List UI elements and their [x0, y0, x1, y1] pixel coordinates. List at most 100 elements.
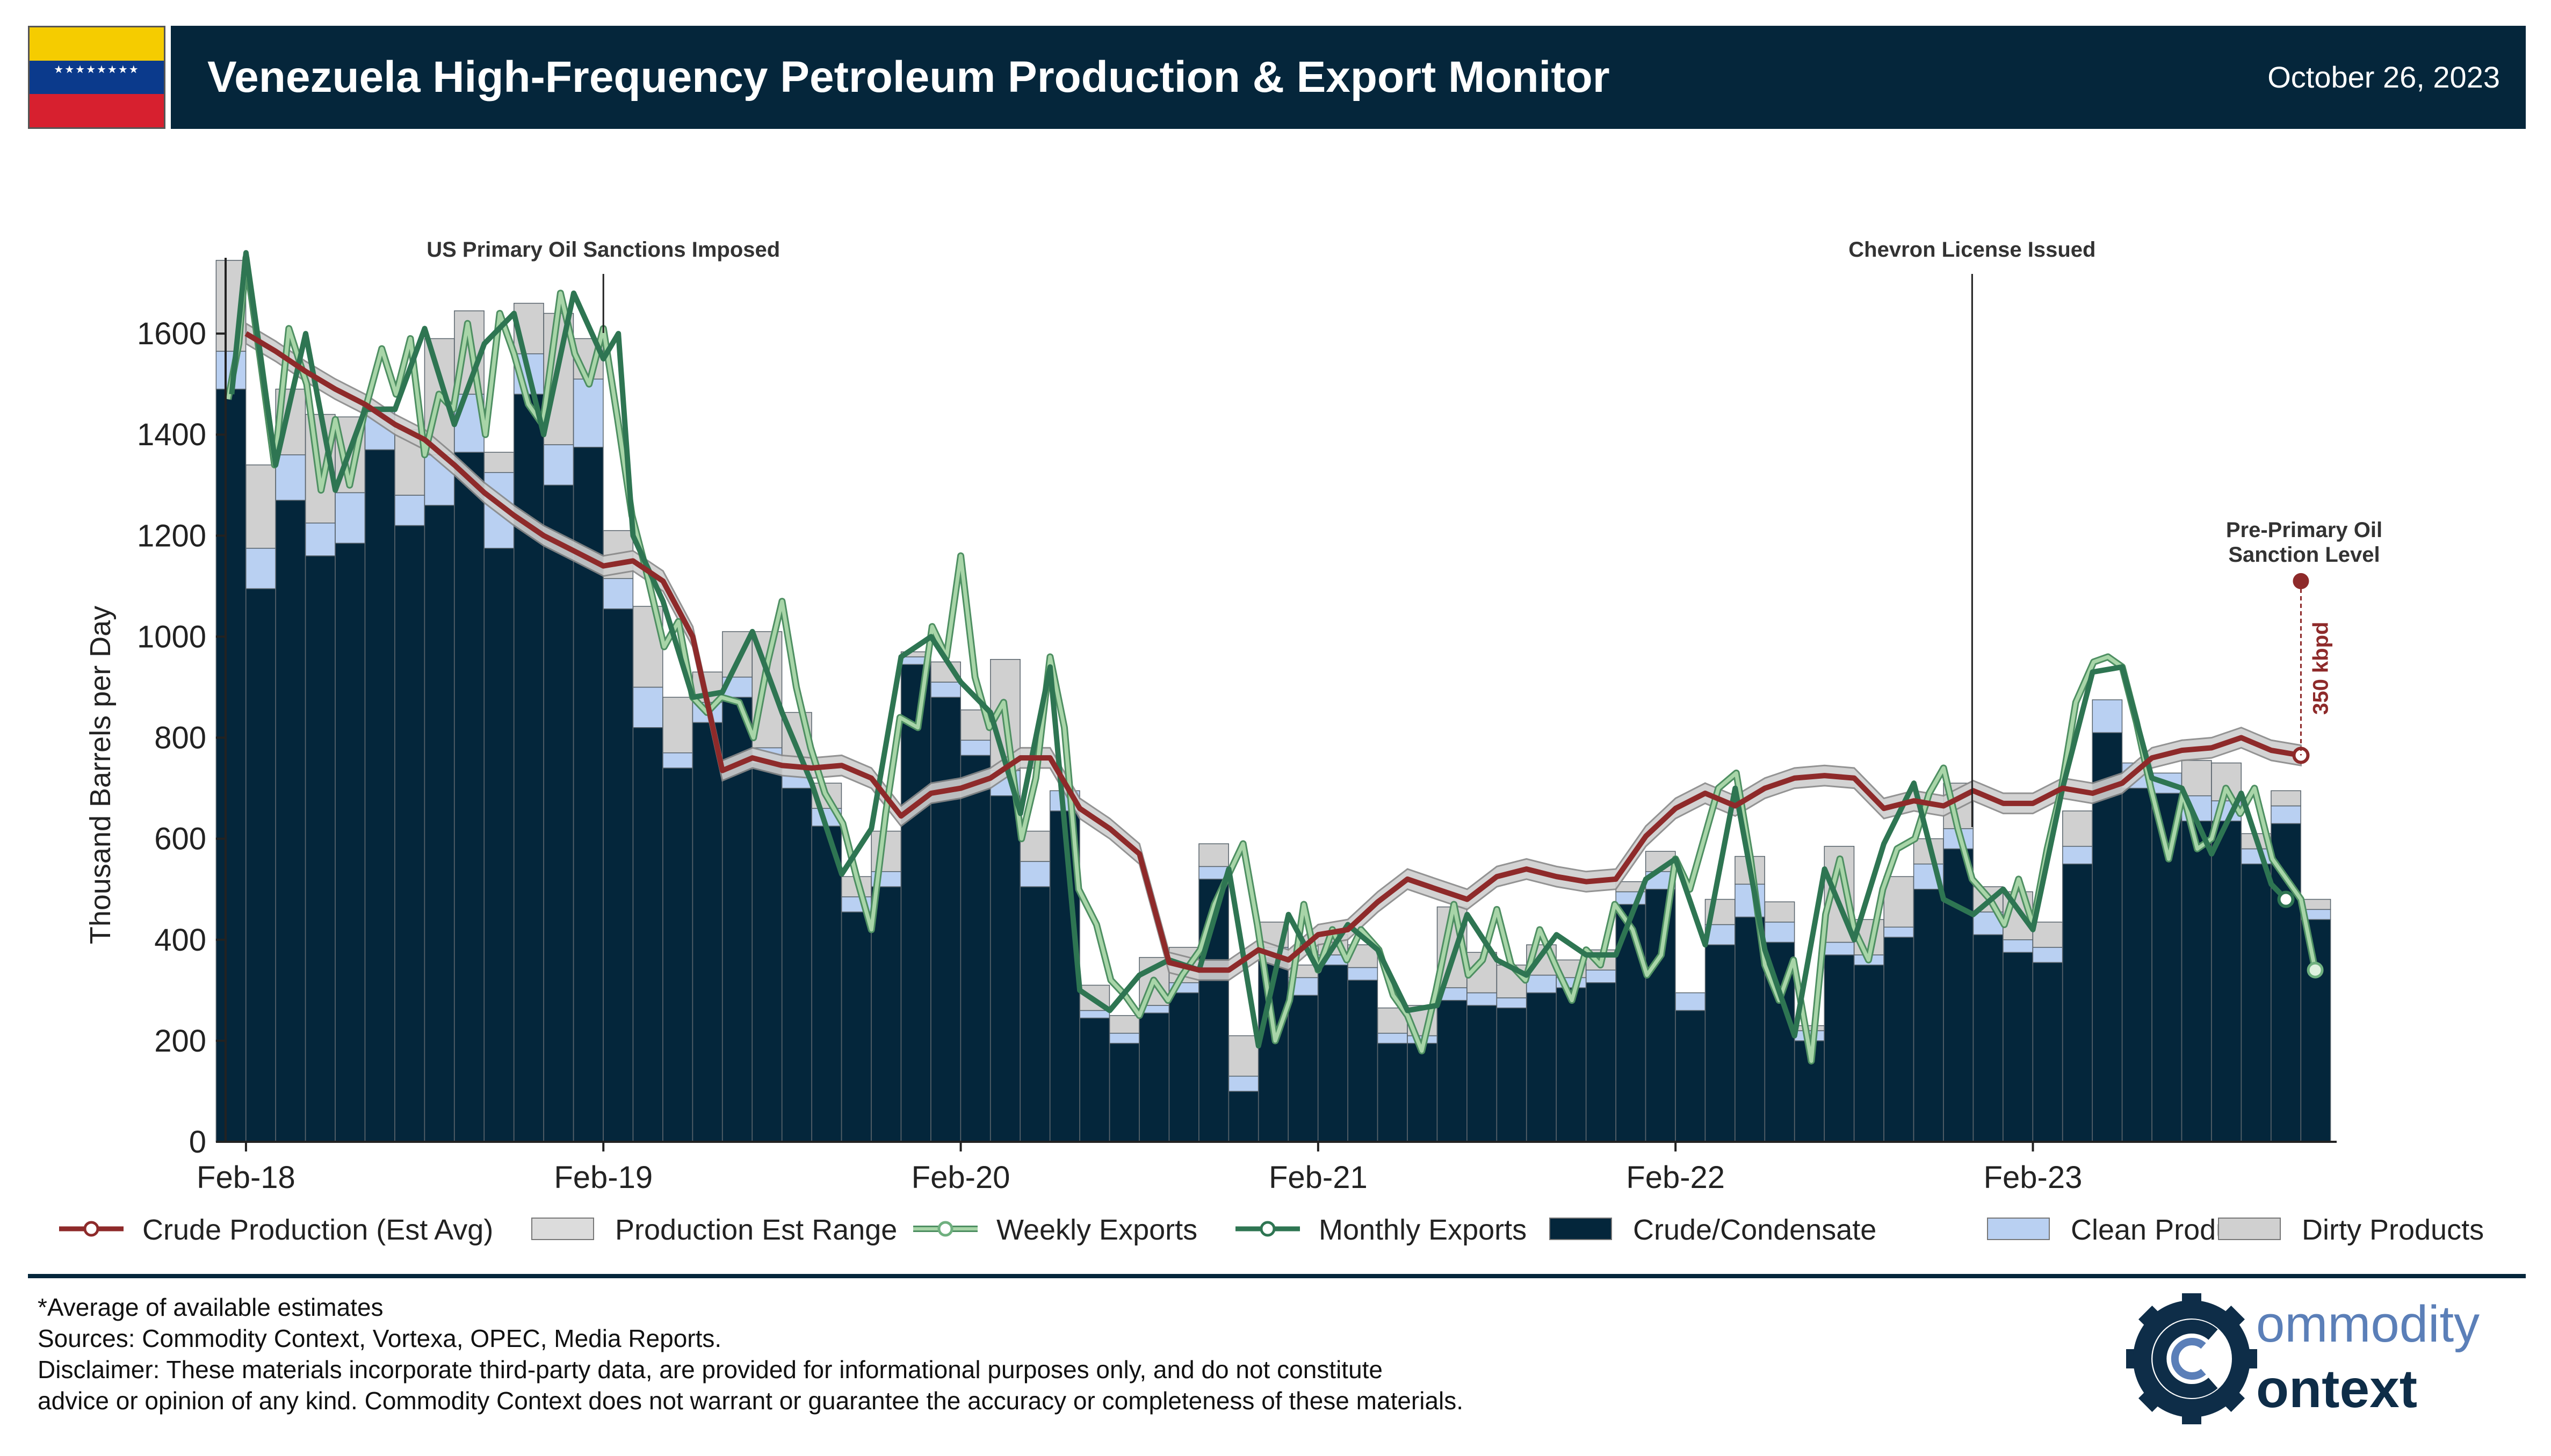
clean-products-bar — [1020, 861, 1051, 887]
clean-products-bar — [1526, 974, 1557, 994]
clean-products-bar — [662, 752, 693, 769]
crude-bar — [1020, 886, 1051, 1142]
clean-products-bar — [2271, 805, 2301, 824]
crude-bar — [2181, 820, 2212, 1142]
clean-products-bar — [1764, 922, 1795, 943]
page-title: Venezuela High-Frequency Petroleum Produ… — [207, 53, 1610, 102]
monthly-exports-latest-marker — [2277, 890, 2295, 908]
clean-products-bar — [603, 578, 634, 610]
dirty-products-bar — [662, 697, 693, 754]
disclaimer-line-2: advice or opinion of any kind. Commodity… — [38, 1387, 1464, 1415]
dirty-products-bar — [1228, 1035, 1259, 1077]
clean-products-bar — [632, 686, 663, 728]
clean-products-bar — [1883, 926, 1914, 938]
legend: Crude Production (Est Avg) Production Est… — [59, 1214, 2484, 1246]
clean-products-bar — [2003, 939, 2033, 953]
legend-swatch — [1549, 1218, 1612, 1240]
crude-bar — [1496, 1007, 1527, 1142]
y-tick-label: 1600 — [137, 316, 206, 351]
x-tick-label: Feb-23 — [1984, 1160, 2083, 1195]
crude-bar — [1109, 1042, 1140, 1142]
x-tick-label: Feb-19 — [554, 1160, 653, 1195]
dirty-products-bar — [1883, 876, 1914, 928]
legend-marker — [1260, 1221, 1276, 1237]
sources: Sources: Commodity Context, Vortexa, OPE… — [38, 1324, 722, 1352]
crude-bar — [662, 767, 693, 1142]
gap-label: 350 kbpd — [2309, 622, 2332, 715]
clean-products-bar — [1824, 941, 1855, 955]
venezuela-flag: ★★★★★★★★ — [28, 26, 165, 129]
crude-bar — [1079, 1017, 1110, 1142]
legend-swatch — [2218, 1218, 2281, 1240]
x-tick-label: Feb-21 — [1269, 1160, 1368, 1195]
legend-label: Dirty Products — [2302, 1214, 2484, 1246]
weekly-exports-latest-marker — [2307, 961, 2324, 979]
footer-divider — [28, 1274, 2526, 1278]
footnote: *Average of available estimates — [38, 1293, 384, 1321]
legend-label: Monthly Exports — [1319, 1214, 1527, 1246]
crude-bar — [900, 664, 931, 1142]
chevron-annotation: Chevron License Issued — [1848, 238, 2095, 262]
crude-bar — [2241, 863, 2272, 1142]
crude-bar — [1228, 1091, 1259, 1142]
crude-bar — [1883, 937, 1914, 1142]
clean-products-bar — [960, 740, 991, 756]
flag-yellow-stripe — [30, 27, 164, 61]
y-tick-label: 800 — [154, 721, 206, 756]
crude-bar — [483, 548, 515, 1142]
logo-word-2: ontext — [2256, 1359, 2417, 1419]
clean-products-bar — [1675, 992, 1706, 1011]
legend-marker — [937, 1221, 953, 1237]
pre-sanction-label-line-1: Pre-Primary Oil — [2226, 518, 2382, 542]
y-tick-label: 1200 — [137, 518, 206, 553]
clean-products-bar — [305, 523, 336, 556]
crude-bar — [692, 722, 723, 1142]
crude-bar — [1556, 987, 1587, 1142]
crude-bar — [782, 787, 812, 1142]
crude-bar — [1139, 1012, 1170, 1142]
crude-bar — [1972, 934, 2004, 1142]
clean-products-bar — [275, 454, 306, 501]
crude-bar — [603, 608, 634, 1142]
clean-products-bar — [2092, 699, 2123, 733]
legend-label: Weekly Exports — [996, 1214, 1197, 1246]
legend-swatch — [1987, 1218, 2050, 1240]
crude-bar — [2121, 787, 2152, 1142]
dirty-products-bar — [1198, 843, 1229, 867]
crude-bar — [1288, 995, 1319, 1142]
crude-bar — [632, 727, 663, 1142]
crude-bar — [2032, 962, 2063, 1142]
crude-bar — [2211, 820, 2242, 1142]
legend-label: Crude Production (Est Avg) — [142, 1214, 493, 1246]
crude-bar — [1317, 965, 1348, 1142]
clean-products-bar — [543, 444, 574, 486]
legend-label: Production Est Range — [615, 1214, 897, 1246]
pre-sanction-label-line-2: Sanction Level — [2228, 543, 2380, 567]
y-tick-label: 400 — [154, 923, 206, 958]
crude-bar — [2062, 863, 2093, 1142]
clean-products-bar — [1585, 969, 1616, 983]
header-bar: Venezuela High-Frequency Petroleum Produ… — [171, 26, 2526, 129]
crude-bar — [1526, 992, 1557, 1142]
pre-sanction-marker — [2293, 573, 2309, 589]
crude-bar — [1853, 965, 1884, 1142]
sanctions-annotation: US Primary Oil Sanctions Imposed — [427, 238, 780, 262]
x-tick-label: Feb-18 — [197, 1160, 295, 1195]
dirty-products-bar — [1109, 1015, 1140, 1034]
legend-label: Crude/Condensate — [1633, 1214, 1876, 1246]
crude-bar — [990, 795, 1021, 1142]
clean-products-bar — [2032, 947, 2063, 963]
crude-bar — [2271, 823, 2301, 1142]
dirty-products-bar — [1764, 901, 1795, 923]
disclaimer-line-1: Disclaimer: These materials incorporate … — [38, 1356, 1383, 1383]
dirty-products-bar — [245, 464, 276, 549]
crude-bar — [1466, 1005, 1497, 1142]
clean-products-bar — [573, 378, 604, 448]
crude-bar — [1645, 888, 1676, 1142]
y-tick-label: 200 — [154, 1024, 206, 1059]
crude-production-line — [244, 331, 2302, 973]
crude-bar — [335, 542, 366, 1142]
crude-bar — [275, 499, 306, 1142]
crude-bar — [1347, 980, 1378, 1142]
crude-bar — [841, 911, 872, 1142]
